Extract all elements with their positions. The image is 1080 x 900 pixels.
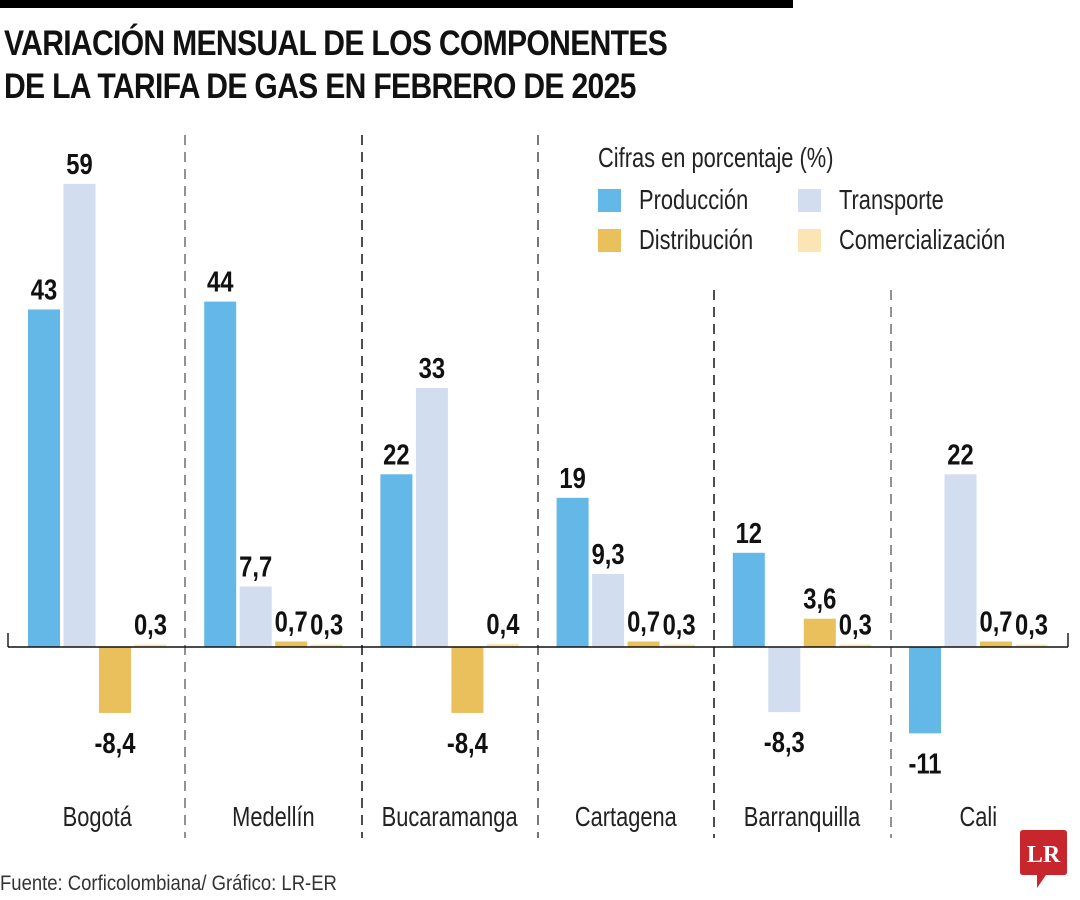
category-label: Medellín xyxy=(232,801,315,832)
category-labels: Bogotá Medellín Bucaramanga Cartagena Barran… xyxy=(63,801,997,832)
group-separators xyxy=(184,135,892,838)
bar-distribucion-bucaramanga xyxy=(451,647,484,713)
legend: Cifras en porcentaje (%) Producción Tran… xyxy=(598,142,1005,260)
category-label: Barranquilla xyxy=(744,801,861,832)
chart-title-line-1: VARIACIÓN MENSUAL DE LOS COMPONENTES xyxy=(4,24,668,63)
bar-produccion-bucaramanga xyxy=(380,474,413,647)
value-label: 3,6 xyxy=(803,582,836,615)
value-label: 33 xyxy=(419,352,445,385)
bar-distribucion-cali xyxy=(980,641,1012,647)
value-label: 44 xyxy=(207,265,234,298)
legend-item-comercializacion: Comercialización xyxy=(798,224,1005,256)
produccion-swatch-icon xyxy=(598,188,621,212)
chart-title: VARIACIÓN MENSUAL DE LOS COMPONENTES DE … xyxy=(4,22,668,108)
bar-comercializacion-medellin xyxy=(310,644,343,647)
bar-transporte-bogota xyxy=(63,183,96,647)
value-label: 7,7 xyxy=(239,550,272,583)
x-axis xyxy=(7,633,1069,648)
value-label: 0,3 xyxy=(134,608,167,641)
bar-transporte-cartagena xyxy=(592,573,625,647)
bar-produccion-cali xyxy=(909,647,941,734)
category-label: Bucaramanga xyxy=(382,801,518,832)
distribucion-swatch-icon xyxy=(598,228,621,252)
chart-title-line-2: DE LA TARIFA DE GAS EN FEBRERO DE 2025 xyxy=(4,67,636,106)
bar-transporte-medellin xyxy=(239,586,272,647)
bar-produccion-bogota xyxy=(28,309,60,647)
legend-item-distribucion: Distribución xyxy=(598,224,798,256)
lr-logo-icon: LR xyxy=(1020,830,1067,888)
source-note: Fuente: Corficolombiana/ Gráfico: LR-ER xyxy=(0,872,337,895)
bar-comercializacion-bucaramanga xyxy=(486,643,519,647)
legend-title: Cifras en porcentaje (%) xyxy=(598,142,834,173)
legend-label: Comercialización xyxy=(839,224,1006,255)
value-label: 0,3 xyxy=(1015,608,1048,641)
bar-distribucion-cartagena xyxy=(627,641,660,647)
value-label: -8,3 xyxy=(764,726,805,759)
category-label: Bogotá xyxy=(63,801,132,832)
logo-text: LR xyxy=(1027,842,1061,868)
bar-produccion-cartagena xyxy=(556,497,589,647)
value-label: 22 xyxy=(947,438,973,471)
value-label: 19 xyxy=(559,462,585,495)
bar-transporte-bucaramanga xyxy=(415,387,448,647)
value-label: 0,3 xyxy=(310,608,343,641)
bar-produccion-barranquilla xyxy=(732,552,765,647)
value-label: 59 xyxy=(66,148,92,181)
bar-transporte-cali xyxy=(944,474,977,647)
value-label: 9,3 xyxy=(592,538,625,571)
bar-comercializacion-barranquilla xyxy=(839,644,872,647)
legend-label: Transporte xyxy=(839,184,944,215)
comercializacion-swatch-icon xyxy=(798,228,821,252)
legend-item-transporte: Transporte xyxy=(798,184,998,216)
bar-comercializacion-cali xyxy=(1015,644,1048,647)
category-label: Cartagena xyxy=(575,801,677,832)
value-label: -8,4 xyxy=(447,727,488,760)
value-label: 12 xyxy=(736,517,762,550)
top-rule xyxy=(0,0,793,8)
bar-distribucion-bogota xyxy=(99,647,131,713)
legend-label: Producción xyxy=(639,184,749,215)
bars xyxy=(28,183,1048,734)
value-label: 0,3 xyxy=(663,608,696,641)
transporte-swatch-icon xyxy=(798,188,821,212)
value-label: 22 xyxy=(383,438,409,471)
value-label: 43 xyxy=(31,273,57,306)
bar-distribucion-barranquilla xyxy=(803,618,836,647)
bar-transporte-barranquilla xyxy=(768,647,801,713)
bar-comercializacion-bogota xyxy=(134,644,167,647)
bar-distribucion-medellin xyxy=(275,641,308,647)
legend-item-produccion: Producción xyxy=(598,184,798,216)
value-label: 0,4 xyxy=(486,608,519,641)
bar-produccion-medellin xyxy=(204,301,237,647)
value-label: 0,7 xyxy=(627,605,660,638)
legend-label: Distribución xyxy=(639,224,754,255)
value-label: 0,7 xyxy=(979,605,1012,638)
value-label: -11 xyxy=(908,747,941,780)
value-label: 0,7 xyxy=(275,605,308,638)
category-label: Cali xyxy=(959,801,997,832)
bar-comercializacion-cartagena xyxy=(663,644,696,647)
value-label: -8,4 xyxy=(95,727,136,760)
value-label: 0,3 xyxy=(839,608,872,641)
